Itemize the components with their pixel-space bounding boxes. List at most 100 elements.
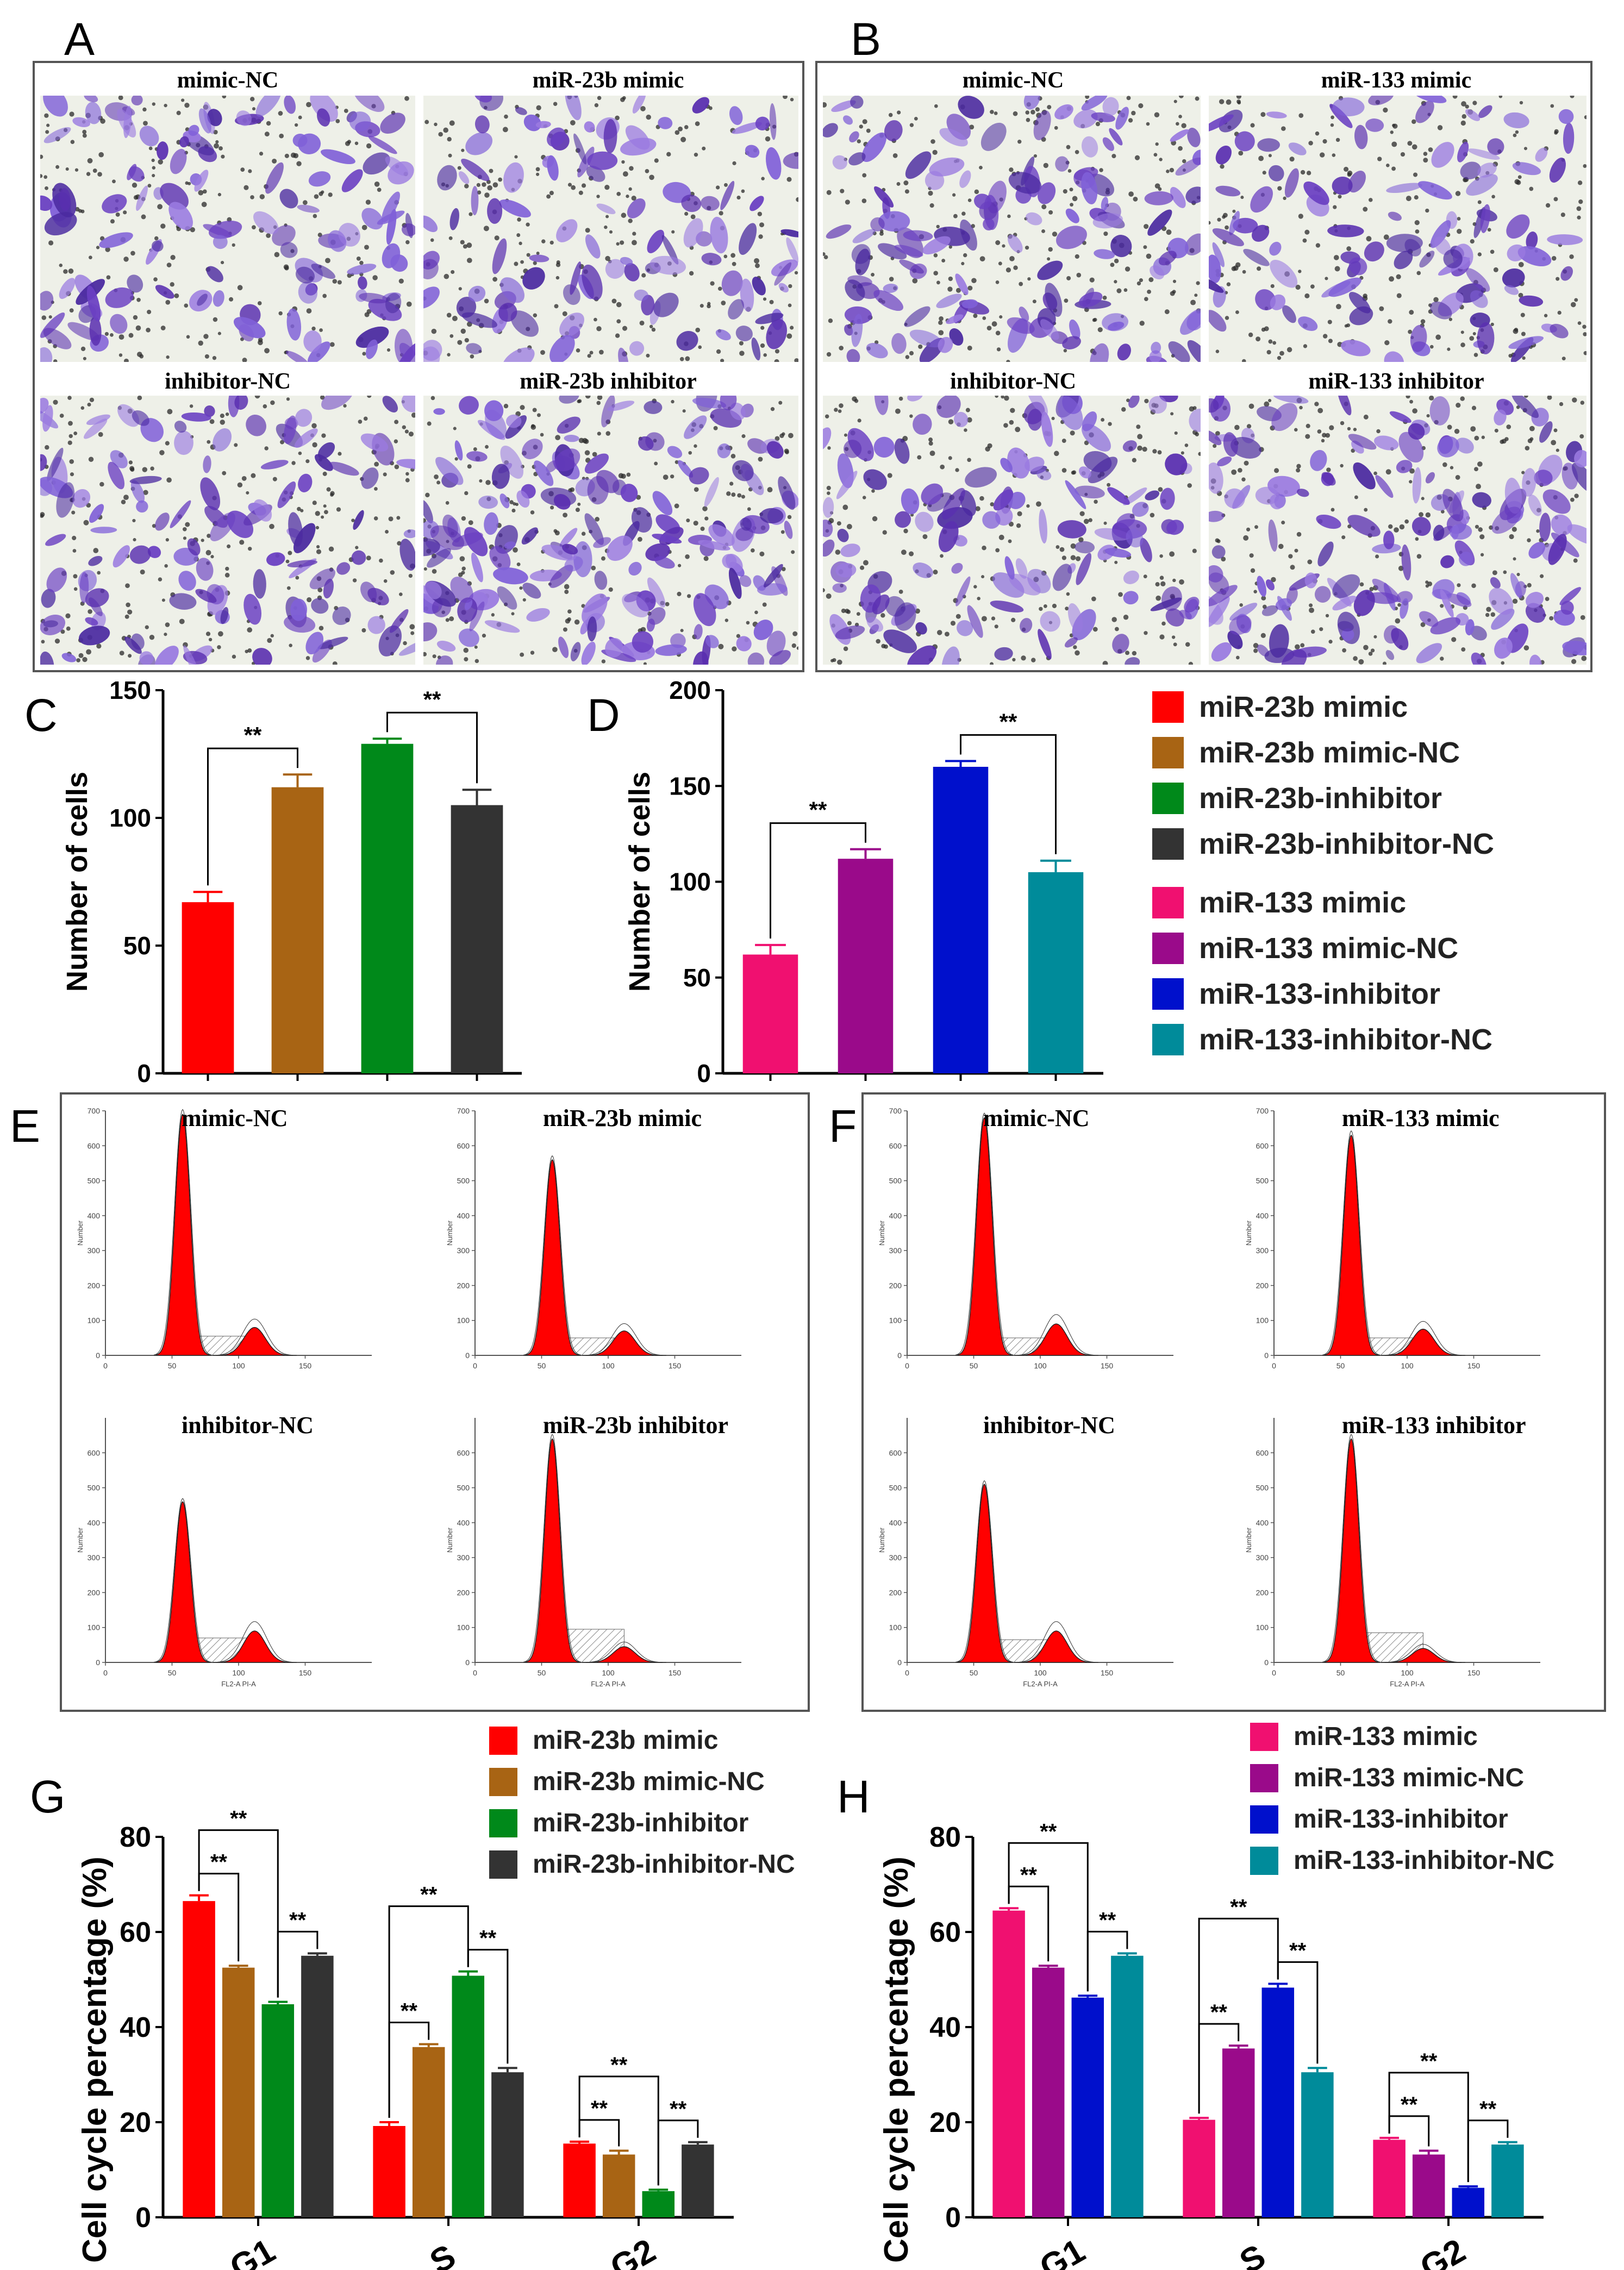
pore: [780, 530, 785, 534]
cell: [308, 341, 330, 362]
pore: [842, 504, 848, 510]
x-tick-label: 0: [103, 1668, 108, 1677]
pore: [408, 573, 413, 578]
pore: [1440, 604, 1444, 608]
pore: [89, 255, 92, 260]
cell: [823, 520, 833, 537]
pore: [1289, 157, 1295, 162]
pore: [1525, 446, 1530, 451]
legend-swatch: [1152, 933, 1184, 964]
y-tick-label: 200: [457, 1588, 470, 1597]
pore: [1322, 334, 1328, 339]
cell: [1572, 462, 1586, 493]
x-tick-label: 150: [1101, 1361, 1114, 1370]
pore: [1569, 254, 1574, 259]
pore: [581, 183, 586, 188]
cell: [1375, 475, 1394, 498]
pore: [786, 177, 792, 182]
cell: [618, 347, 629, 362]
pore: [423, 652, 427, 656]
pore: [1406, 396, 1410, 399]
pore: [1340, 421, 1345, 426]
y-axis-label: Cell cycle percentage (%): [878, 1856, 915, 2263]
bar: [742, 954, 798, 1073]
cell: [823, 539, 835, 557]
cell: [1076, 553, 1092, 585]
pore: [1052, 603, 1057, 609]
pore: [909, 414, 913, 418]
pore: [1433, 297, 1439, 303]
pore: [530, 510, 535, 515]
cell: [594, 571, 608, 590]
pore: [702, 146, 706, 151]
pore: [166, 262, 172, 267]
cell: [1004, 556, 1015, 580]
pore: [519, 241, 522, 246]
pore: [620, 240, 624, 245]
pore: [716, 349, 721, 354]
pore: [257, 301, 262, 305]
cell: [632, 631, 654, 653]
pore: [961, 261, 965, 266]
pore: [1111, 617, 1117, 622]
pore: [402, 425, 406, 429]
y-axis-label: Cell cycle percentage (%): [76, 1856, 114, 2263]
cell: [1116, 513, 1135, 528]
cell: [424, 581, 442, 599]
pore: [1243, 535, 1249, 541]
pore: [1139, 321, 1145, 326]
cell: [72, 117, 90, 128]
pore: [1512, 598, 1518, 604]
cell: [1081, 423, 1111, 452]
pore: [1388, 319, 1392, 324]
pore: [1363, 207, 1368, 212]
pore: [596, 326, 602, 332]
pore: [1556, 448, 1559, 452]
pore: [147, 309, 152, 315]
pore: [1144, 631, 1148, 635]
pore: [695, 121, 700, 126]
y-tick-label: 600: [457, 1448, 470, 1457]
pore: [928, 190, 933, 196]
y-tick-label: 100: [1256, 1623, 1269, 1632]
cell: [382, 396, 398, 412]
cell: [840, 543, 860, 558]
cell: [255, 96, 282, 117]
cell: [385, 156, 409, 176]
pore: [453, 427, 457, 430]
pore: [104, 332, 109, 336]
legend-label: miR-133-inhibitor-NC: [1294, 1846, 1554, 1875]
pore: [1244, 460, 1249, 466]
pore: [48, 240, 54, 246]
pore: [609, 230, 613, 234]
x-tick-label: 150: [299, 1361, 312, 1370]
cell: [1107, 487, 1130, 505]
cell: [277, 481, 296, 509]
pore: [1268, 398, 1272, 403]
cell: [1310, 449, 1327, 471]
pore: [1325, 433, 1331, 438]
cell: [878, 211, 910, 232]
pore: [871, 489, 875, 493]
pore: [1395, 618, 1401, 624]
cell: [1337, 396, 1352, 416]
pore: [679, 357, 684, 361]
pore: [1295, 284, 1301, 290]
cell: [693, 593, 716, 627]
pore: [1474, 467, 1478, 472]
pore: [1338, 195, 1342, 199]
cell: [1332, 97, 1365, 117]
cell: [729, 106, 743, 126]
pore: [269, 523, 274, 529]
pore: [1142, 447, 1147, 452]
pore: [690, 214, 696, 220]
pore: [205, 550, 211, 555]
pore: [530, 651, 535, 655]
cell: [559, 528, 578, 548]
cell: [89, 597, 103, 616]
pore: [315, 526, 320, 530]
y-tick-label: 100: [889, 1316, 902, 1325]
pore: [577, 502, 581, 506]
micrograph-texture: [1209, 96, 1586, 362]
pore: [215, 140, 219, 144]
